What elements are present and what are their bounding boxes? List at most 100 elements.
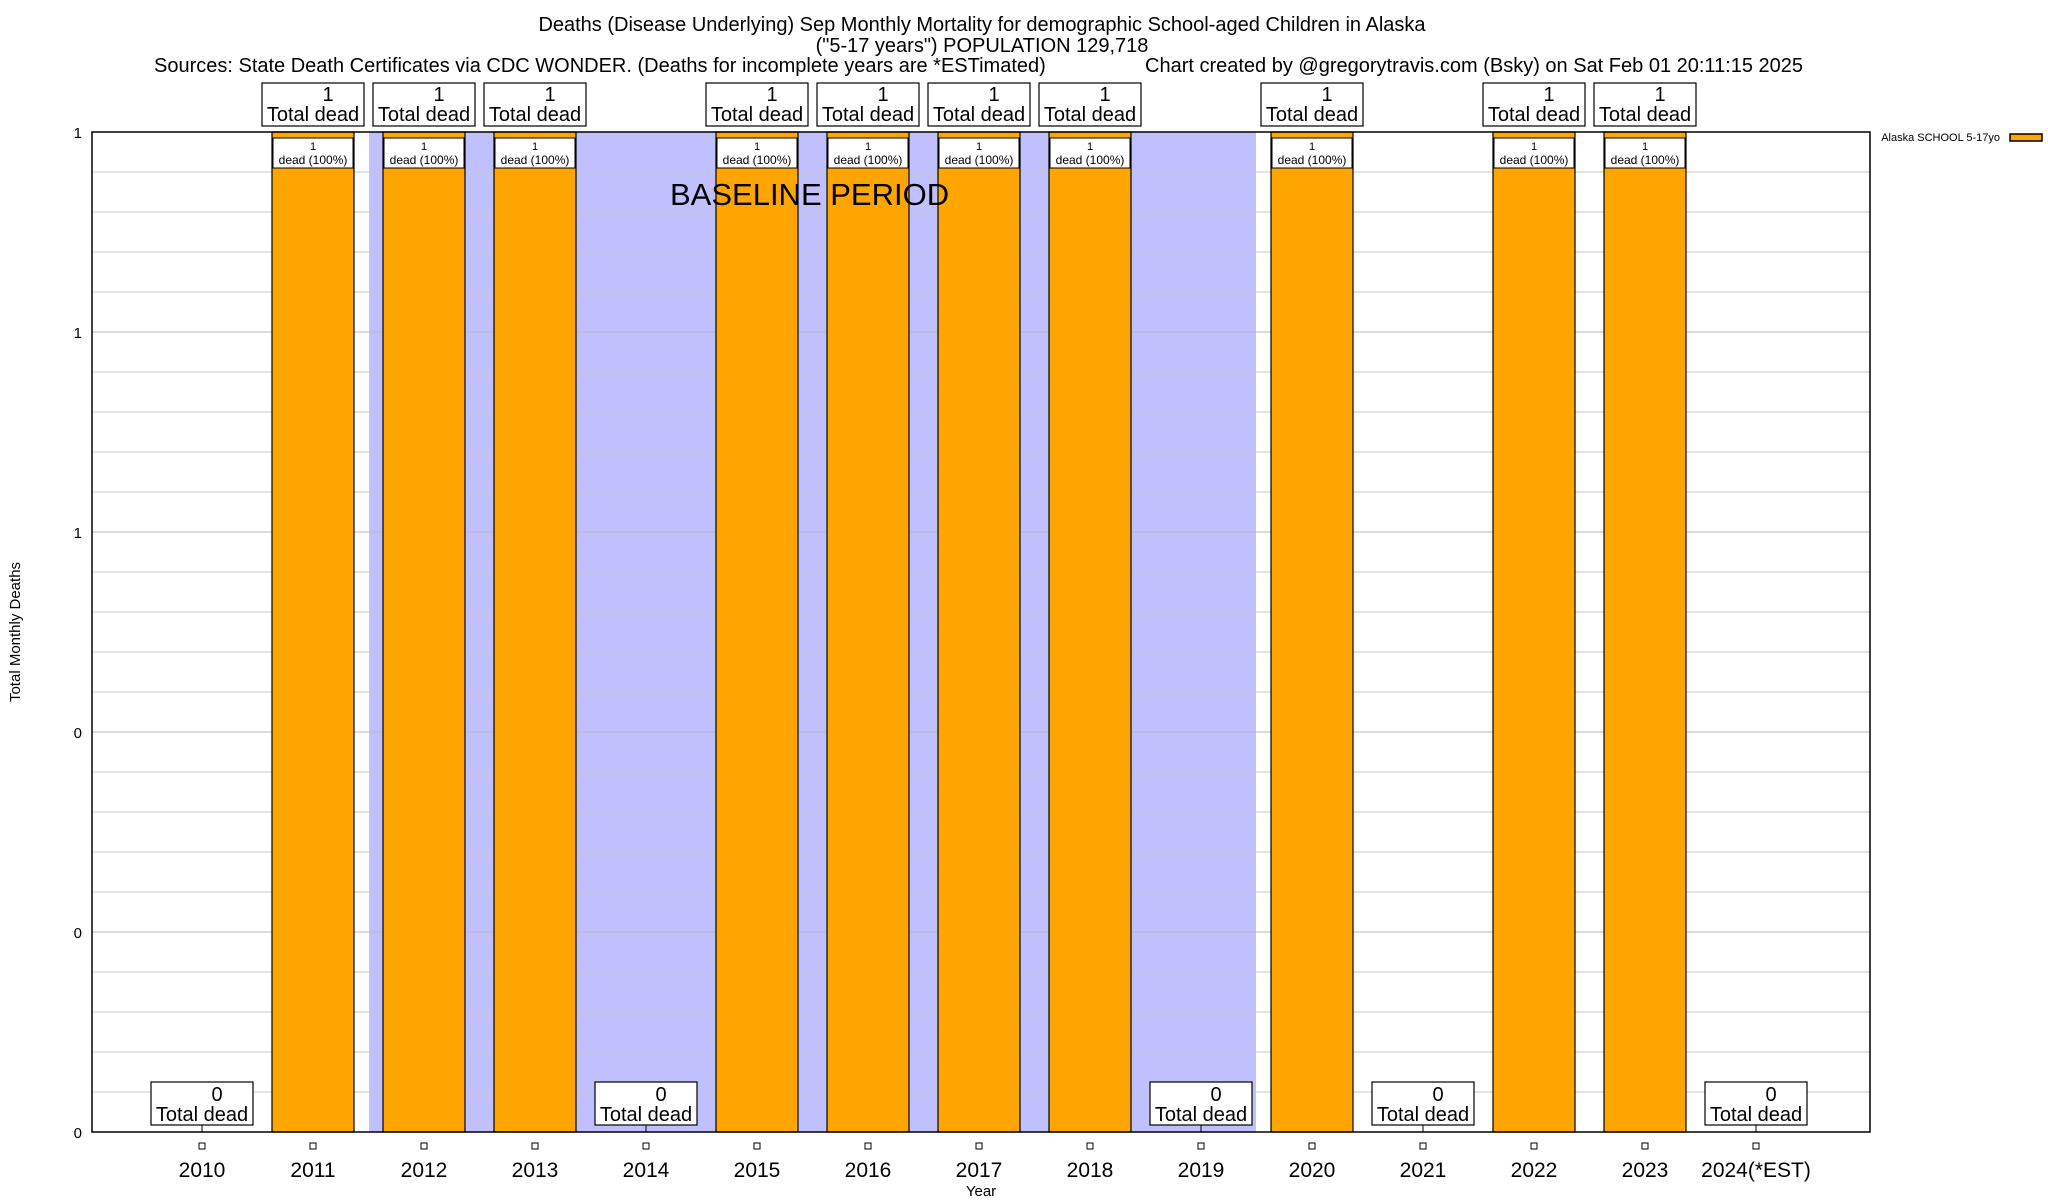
x-point-marker — [420, 1142, 428, 1150]
total-label-box — [483, 82, 587, 127]
total-label-text: Total dead — [822, 104, 914, 126]
total-label-value: 1 — [1321, 84, 1332, 106]
bar-label-text: dead (100%) — [834, 153, 903, 167]
x-tick-label: 2010 — [179, 1159, 226, 1182]
y-tick-label: 1 — [74, 525, 82, 542]
total-label-box — [705, 82, 809, 127]
total-label-text: Total dead — [378, 104, 470, 126]
total-label-value: 0 — [1432, 1084, 1443, 1106]
total-label-box — [150, 1081, 254, 1126]
bar-label-box — [1049, 137, 1131, 169]
x-point-marker — [1641, 1142, 1649, 1150]
total-label-text: Total dead — [1044, 104, 1136, 126]
bar-label-box — [272, 137, 354, 169]
total-label-value: 1 — [877, 84, 888, 106]
bar-label-text: dead (100%) — [390, 153, 459, 167]
x-point-marker — [1752, 1142, 1760, 1150]
bar — [1603, 131, 1687, 1133]
total-label-box — [261, 82, 365, 127]
bar-label-value: 1 — [532, 141, 538, 153]
x-tick-label: 2018 — [1067, 1159, 1114, 1182]
total-label-value: 0 — [211, 1084, 222, 1106]
total-label-box — [594, 1081, 698, 1126]
x-tick-label: 2019 — [1178, 1159, 1225, 1182]
plot-frame — [91, 131, 1871, 1133]
bar-label-value: 1 — [1642, 141, 1648, 153]
bar-label-text: dead (100%) — [723, 153, 792, 167]
bar-label-text: dead (100%) — [1056, 153, 1125, 167]
total-label-text: Total dead — [1377, 1104, 1469, 1126]
x-tick-label: 2022 — [1511, 1159, 1558, 1182]
x-point-marker — [1086, 1142, 1094, 1150]
bar-label-text: dead (100%) — [945, 153, 1014, 167]
bar — [715, 131, 799, 1133]
bar-label-box — [827, 137, 909, 169]
total-label-value: 0 — [655, 1084, 666, 1106]
total-label-value: 1 — [433, 84, 444, 106]
y-tick-label: 0 — [74, 925, 82, 942]
bar — [493, 131, 577, 1133]
bar-label-box — [1604, 137, 1686, 169]
x-point-marker — [753, 1142, 761, 1150]
total-label-text: Total dead — [600, 1104, 692, 1126]
total-label-text: Total dead — [933, 104, 1025, 126]
x-tick-label: 2014 — [623, 1159, 670, 1182]
bar-label-value: 1 — [1309, 141, 1315, 153]
bar — [1492, 131, 1576, 1133]
total-label-value: 1 — [1654, 84, 1665, 106]
y-tick-label: 0 — [74, 1125, 82, 1142]
bar-label-value: 1 — [421, 141, 427, 153]
bar — [1270, 131, 1354, 1133]
total-label-value: 1 — [322, 84, 333, 106]
legend-swatch — [2009, 133, 2043, 142]
bar-label-box — [1271, 137, 1353, 169]
total-label-box — [927, 82, 1031, 127]
x-point-marker — [642, 1142, 650, 1150]
total-label-box — [1038, 82, 1142, 127]
x-tick-label: 2017 — [956, 1159, 1003, 1182]
total-label-text: Total dead — [1710, 1104, 1802, 1126]
total-label-box — [1704, 1081, 1808, 1126]
x-tick-label: 2013 — [512, 1159, 559, 1182]
x-point-marker — [1197, 1142, 1205, 1150]
total-label-text: Total dead — [489, 104, 581, 126]
total-label-value: 0 — [1765, 1084, 1776, 1106]
x-tick-label: 2021 — [1400, 1159, 1447, 1182]
y-axis-label: Total Monthly Deaths — [7, 562, 24, 702]
bar-label-value: 1 — [976, 141, 982, 153]
x-tick-label: 2016 — [845, 1159, 892, 1182]
bar-label-text: dead (100%) — [279, 153, 348, 167]
chart-title: Deaths (Disease Underlying) Sep Monthly … — [538, 14, 1426, 36]
total-label-value: 1 — [1543, 84, 1554, 106]
x-axis-label: Year — [966, 1183, 996, 1200]
total-label-value: 1 — [988, 84, 999, 106]
bar — [382, 131, 466, 1133]
x-tick-label: 2023 — [1622, 1159, 1669, 1182]
x-point-marker — [864, 1142, 872, 1150]
bar-label-text: dead (100%) — [501, 153, 570, 167]
total-label-box — [1371, 1081, 1475, 1126]
total-label-box — [1593, 82, 1697, 127]
bar-label-box — [494, 137, 576, 169]
x-point-marker — [309, 1142, 317, 1150]
total-label-value: 1 — [544, 84, 555, 106]
total-label-text: Total dead — [711, 104, 803, 126]
y-tick-label: 0 — [74, 725, 82, 742]
total-label-value: 0 — [1210, 1084, 1221, 1106]
bar-label-value: 1 — [1531, 141, 1537, 153]
x-tick-label: 2024(*EST) — [1701, 1159, 1811, 1182]
x-point-marker — [198, 1142, 206, 1150]
bar — [1048, 131, 1132, 1133]
total-label-text: Total dead — [1155, 1104, 1247, 1126]
bar-label-box — [383, 137, 465, 169]
bar-label-value: 1 — [865, 141, 871, 153]
bar-label-text: dead (100%) — [1611, 153, 1680, 167]
bar — [937, 131, 1021, 1133]
total-label-text: Total dead — [1266, 104, 1358, 126]
total-label-box — [372, 82, 476, 127]
x-tick-label: 2015 — [734, 1159, 781, 1182]
baseline-period-annotation: BASELINE PERIOD — [670, 177, 949, 212]
x-point-marker — [531, 1142, 539, 1150]
legend-label: Alaska SCHOOL 5-17yo — [1881, 132, 2000, 144]
bar-label-box — [716, 137, 798, 169]
